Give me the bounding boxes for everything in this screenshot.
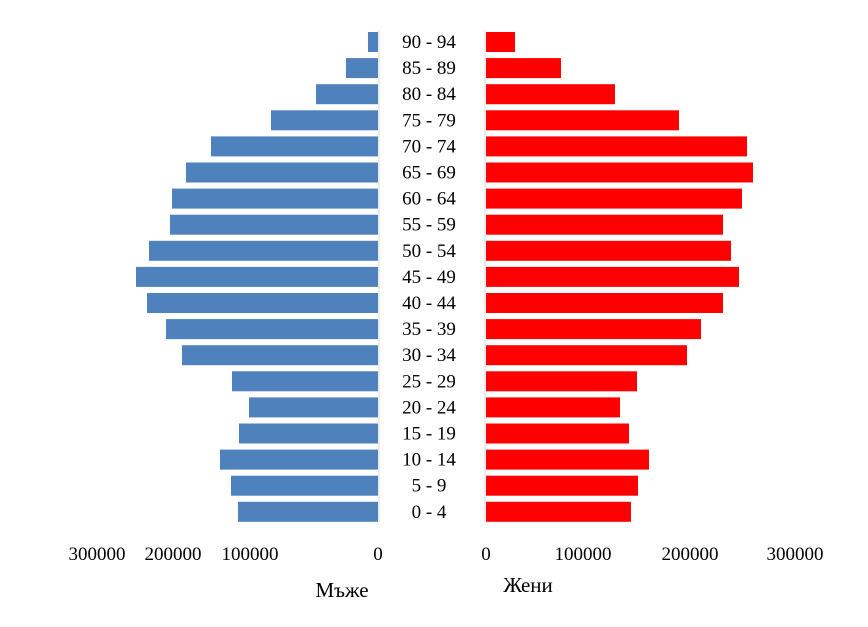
male-bar (271, 110, 378, 131)
right-axis-title: Жени (503, 573, 553, 597)
male-bar (186, 162, 378, 183)
age-group-label: 15 - 19 (402, 424, 456, 445)
age-group-label: 55 - 59 (402, 215, 456, 236)
female-bar (486, 110, 679, 131)
female-bar (486, 136, 747, 157)
age-group-label: 50 - 54 (402, 241, 456, 262)
right-tick-label: 100000 (555, 544, 612, 565)
age-group-label: 45 - 49 (402, 267, 456, 288)
female-bar (486, 449, 649, 470)
male-bar (238, 501, 378, 522)
male-bar (239, 423, 378, 444)
left-tick-label: 0 (373, 544, 383, 565)
age-group-label: 75 - 79 (402, 110, 456, 131)
male-bar (136, 266, 378, 287)
male-bar (182, 345, 378, 366)
left-axis-title: Мъже (315, 578, 368, 602)
female-bar (486, 345, 687, 366)
male-bar (316, 84, 378, 105)
male-bar (346, 58, 378, 79)
female-bar (486, 293, 723, 313)
female-bar (486, 397, 620, 418)
female-bar (486, 266, 739, 287)
age-group-label: 35 - 39 (402, 319, 456, 340)
male-bar (147, 293, 378, 313)
female-bar (486, 188, 742, 209)
male-bar (220, 449, 378, 470)
age-group-label: 60 - 64 (402, 189, 456, 210)
right-tick-label: 0 (481, 544, 491, 565)
left-tick-label: 300000 (69, 544, 126, 565)
age-group-label: 5 - 9 (412, 476, 447, 497)
male-bar (249, 397, 378, 418)
male-bar (232, 371, 378, 392)
male-bar (149, 240, 378, 261)
age-group-label: 10 - 14 (402, 450, 456, 471)
age-group-label: 30 - 34 (402, 345, 456, 366)
female-bar (486, 475, 638, 496)
female-bar (486, 319, 701, 340)
female-bar (486, 32, 515, 52)
age-group-label: 85 - 89 (402, 58, 456, 79)
age-group-label: 70 - 74 (402, 136, 456, 157)
right-tick-label: 200000 (662, 544, 719, 565)
female-bar (486, 501, 631, 522)
left-tick-label: 100000 (222, 544, 279, 565)
right-tick-label: 300000 (767, 544, 824, 565)
female-bar (486, 423, 629, 444)
male-bar (231, 475, 378, 496)
male-bar (172, 188, 378, 209)
male-bar (166, 319, 378, 340)
male-bar (170, 214, 378, 235)
male-bar (368, 32, 378, 52)
female-bar (486, 58, 561, 79)
age-group-label: 90 - 94 (402, 32, 456, 53)
left-tick-label: 200000 (145, 544, 202, 565)
female-bar (486, 240, 731, 261)
female-bar (486, 84, 615, 105)
male-bar (211, 136, 378, 157)
age-group-label: 20 - 24 (402, 397, 456, 418)
age-group-label: 25 - 29 (402, 371, 456, 392)
age-group-label: 0 - 4 (412, 502, 447, 523)
female-bar (486, 162, 753, 183)
age-group-label: 40 - 44 (402, 293, 456, 314)
female-bar (486, 371, 637, 392)
age-group-label: 65 - 69 (402, 163, 456, 184)
female-bar (486, 214, 723, 235)
age-group-label: 80 - 84 (402, 84, 456, 105)
